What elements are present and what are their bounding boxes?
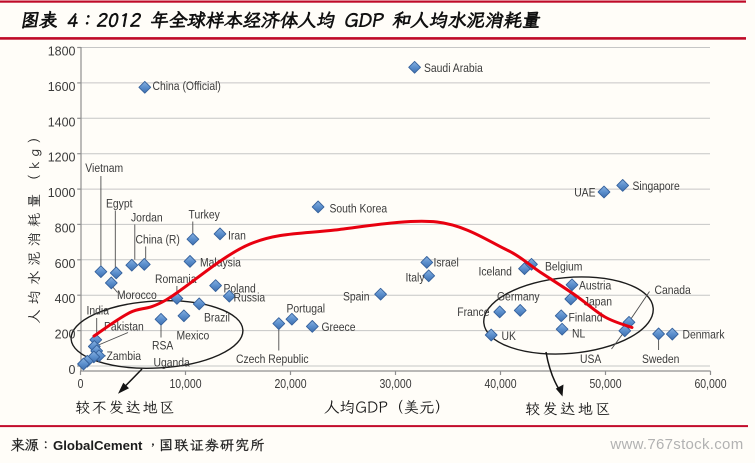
svg-text:Spain: Spain — [343, 291, 370, 304]
svg-text:Austria: Austria — [579, 280, 612, 293]
svg-text:1600: 1600 — [48, 80, 76, 94]
svg-text:India: India — [87, 305, 110, 318]
svg-text:Belgium: Belgium — [545, 261, 582, 274]
svg-text:Iceland: Iceland — [479, 266, 512, 279]
svg-text:South Korea: South Korea — [330, 203, 388, 216]
svg-text:200: 200 — [55, 328, 76, 342]
svg-text:Turkey: Turkey — [189, 209, 221, 222]
svg-text:China (R): China (R) — [136, 234, 181, 247]
svg-text:1000: 1000 — [48, 186, 76, 200]
svg-text:China (Official): China (Official) — [153, 80, 222, 93]
svg-text:France: France — [457, 306, 489, 319]
svg-text:Germany: Germany — [497, 291, 540, 304]
svg-text:Pakistan: Pakistan — [104, 321, 144, 334]
svg-text:Italy: Italy — [405, 272, 424, 285]
svg-text:Czech Republic: Czech Republic — [236, 353, 309, 366]
svg-text:Morocco: Morocco — [117, 289, 157, 302]
svg-text:Egypt: Egypt — [106, 198, 133, 211]
svg-text:Israel: Israel — [434, 257, 459, 270]
svg-text:Singapore: Singapore — [633, 180, 680, 193]
svg-text:Vietnam: Vietnam — [85, 163, 123, 176]
svg-text:USA: USA — [580, 353, 602, 366]
svg-text:UAE: UAE — [574, 187, 596, 200]
svg-text:Canada: Canada — [655, 284, 692, 297]
svg-text:1400: 1400 — [48, 115, 76, 129]
svg-text:NL: NL — [572, 328, 585, 341]
svg-text:60,000: 60,000 — [694, 378, 726, 391]
svg-text:1800: 1800 — [48, 45, 76, 59]
svg-text:30,000: 30,000 — [379, 378, 411, 391]
svg-text:20,000: 20,000 — [274, 378, 306, 391]
svg-text:10,000: 10,000 — [169, 378, 201, 391]
svg-text:Sweden: Sweden — [642, 353, 679, 366]
svg-text:800: 800 — [55, 221, 76, 235]
svg-text:Malaysia: Malaysia — [200, 257, 242, 270]
svg-text:400: 400 — [55, 292, 76, 306]
svg-text:RSA: RSA — [152, 340, 174, 353]
svg-text:1200: 1200 — [48, 151, 76, 165]
svg-text:0: 0 — [69, 363, 76, 377]
svg-text:Iran: Iran — [228, 230, 246, 243]
svg-text:Jordan: Jordan — [131, 212, 163, 225]
svg-text:40,000: 40,000 — [484, 378, 516, 391]
svg-text:Saudi Arabia: Saudi Arabia — [424, 62, 483, 75]
svg-text:UK: UK — [502, 330, 517, 343]
svg-text:Uganda: Uganda — [154, 357, 191, 370]
svg-text:www.767stock.com: www.767stock.com — [609, 436, 743, 453]
svg-text:0: 0 — [78, 378, 84, 391]
svg-text:600: 600 — [55, 257, 76, 271]
svg-text:Denmark: Denmark — [683, 329, 725, 342]
svg-text:Greece: Greece — [322, 321, 356, 334]
svg-text:Portugal: Portugal — [287, 303, 326, 316]
svg-text:Russia: Russia — [234, 292, 266, 305]
svg-text:Zambia: Zambia — [107, 350, 142, 363]
svg-text:GlobalCement: GlobalCement — [53, 438, 143, 453]
svg-text:Brazil: Brazil — [204, 312, 230, 325]
svg-text:50,000: 50,000 — [589, 378, 621, 391]
svg-text:Mexico: Mexico — [177, 330, 210, 343]
